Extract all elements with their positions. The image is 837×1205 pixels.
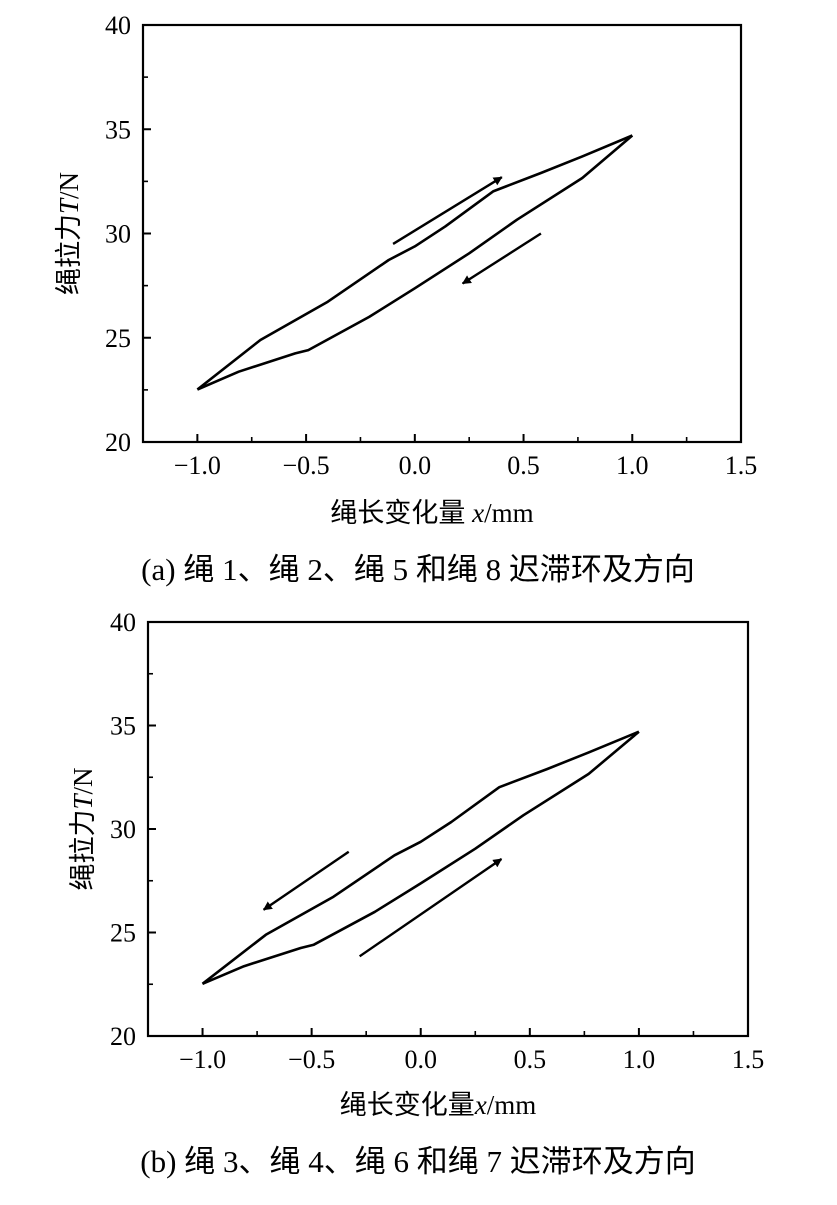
x-axis-label-text: 绳长变化量: [340, 1090, 475, 1120]
y-axis-label-text: 绳拉力: [54, 214, 84, 295]
x-tick-label: 0.5: [507, 451, 540, 480]
y-tick-label: 35: [105, 115, 131, 144]
x-tick-label: 0.5: [514, 1045, 547, 1074]
y-tick-label: 35: [110, 712, 136, 741]
y-tick-label: 20: [110, 1022, 136, 1051]
y-tick-label: 30: [110, 815, 136, 844]
direction-arrow: [262, 850, 350, 911]
x-axis-label-text: 绳长变化量: [330, 498, 472, 528]
plot-frame: [141, 23, 743, 444]
figure-caption: (b) 绳 3、绳 4、绳 6 和绳 7 迟滞环及方向: [140, 1144, 695, 1179]
y-axis-label-unit: /N: [68, 767, 98, 794]
x-tick-label: 0.0: [399, 451, 432, 480]
series-lower-branch: [196, 134, 634, 391]
y-axis-label-var: T: [68, 793, 98, 810]
y-tick-label: 40: [110, 608, 136, 637]
x-tick-label: 1.5: [725, 451, 758, 480]
y-tick-label: 25: [110, 919, 136, 948]
series-upper-branch: [196, 134, 633, 391]
y-tick-label: 25: [105, 324, 131, 353]
direction-arrow: [461, 232, 542, 285]
chart-b: −1.0 −0.5 0.0 0.5 1.0 1.52025303540绳长变化量x/mm绳…: [68, 608, 764, 1179]
x-axis-label-unit: /mm: [484, 498, 534, 528]
direction-arrow: [392, 176, 503, 245]
x-axis-label: 绳长变化量x/mm: [340, 1090, 537, 1120]
x-axis-label-var: x: [471, 498, 484, 528]
figure-caption: (a) 绳 1、绳 2、绳 5 和绳 8 迟滞环及方向: [141, 552, 695, 587]
x-tick-label: −0.5: [288, 1045, 335, 1074]
y-axis-label: 绳拉力T/N: [54, 172, 84, 295]
y-axis-label-unit: /N: [54, 172, 84, 199]
plot-frame: [146, 620, 750, 1038]
y-axis-label: 绳拉力T/N: [68, 767, 98, 890]
x-axis-label-var: x: [474, 1090, 487, 1120]
x-tick-label: 0.0: [404, 1045, 437, 1074]
x-axis-label: 绳长变化量 x/mm: [330, 498, 533, 528]
x-tick-label: −0.5: [283, 451, 330, 480]
x-tick-label: 1.5: [732, 1045, 765, 1074]
chart-a: −1.0 −0.5 0.0 0.5 1.0 1.5 20 25 30 35 40 绳长变化量 x/mm…: [54, 11, 757, 587]
x-axis-label-unit: /mm: [487, 1090, 537, 1120]
x-tick-label: −1.0: [179, 1045, 226, 1074]
y-tick-label: 20: [105, 428, 131, 457]
y-tick-label: 40: [105, 11, 131, 40]
y-tick-label: 30: [105, 220, 131, 249]
y-axis-label-text: 绳拉力: [68, 810, 98, 891]
direction-arrow: [358, 858, 503, 958]
x-tick-label: 1.0: [616, 451, 649, 480]
x-tick-label: −1.0: [174, 451, 221, 480]
x-tick-label: 1.0: [623, 1045, 656, 1074]
series-upper-branch: [201, 730, 640, 985]
series-lower-branch: [201, 730, 640, 985]
y-axis-label-var: T: [54, 197, 84, 214]
